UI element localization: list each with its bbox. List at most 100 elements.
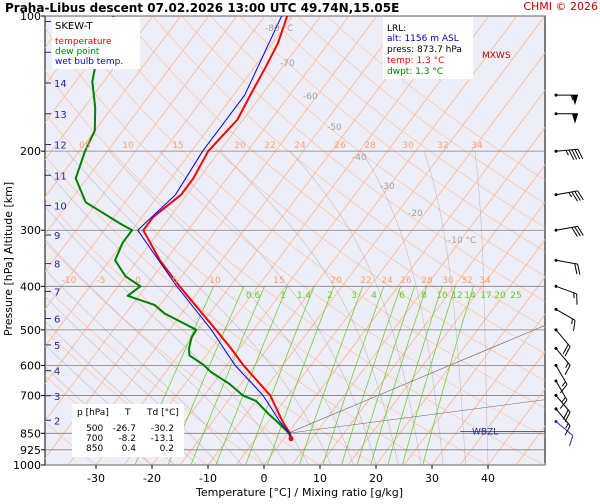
y-tick-label: 925 (20, 444, 41, 457)
isotherm-line (207, 16, 545, 465)
legend-box (52, 17, 140, 69)
legend-wet-bulb: wet bulb temp. (55, 57, 123, 67)
guide-line (287, 399, 545, 434)
dry-adiabat-line (65, 16, 545, 409)
wind-barb-feather (564, 425, 571, 436)
legend-temperature: temperature (55, 37, 112, 47)
wind-barb-dot (554, 328, 558, 332)
x-tick-label: 40 (481, 472, 495, 485)
isotherm-line (572, 16, 600, 465)
wind-barb-staff (555, 259, 578, 265)
x-tick-label: -30 (87, 472, 105, 485)
isotherm-label: 34 (471, 141, 483, 151)
mixing-ratio-label: 14 (464, 291, 476, 301)
wind-barb-half-feather (565, 150, 569, 156)
y-tick-label: 600 (20, 359, 41, 372)
mixing-ratio-label: 25 (510, 291, 521, 301)
dry-adiabat-line (181, 16, 545, 302)
x-axis-title: Temperature [°C] / (195, 486, 298, 499)
isotherm-line (403, 276, 545, 465)
x-axis-title-mixing: Mixing ratio [g/kg] (302, 486, 403, 499)
mixing-ratio-label: 6 (399, 291, 405, 301)
altitude-tick-label: 8 (54, 260, 60, 271)
wind-barb-half-feather (561, 381, 566, 387)
level-table-cell: 500 (86, 424, 103, 434)
series-line-wet-bulb-temp- (137, 16, 292, 439)
isotherm-label: 34 (479, 276, 491, 286)
mixing-ratio-label: 10 (436, 291, 448, 301)
altitude-tick-label: 12 (54, 141, 67, 152)
wind-barb-dot (554, 93, 558, 97)
level-table-header-t: T (124, 408, 131, 418)
isotherm-line (45, 16, 322, 385)
wind-barb-feather (564, 365, 571, 375)
level-table-cell: -26.7 (113, 424, 136, 434)
wind-barb-feather (564, 346, 571, 357)
wbzl-label: WBZL (472, 427, 498, 437)
mixing-ratio-label: 20 (494, 291, 506, 301)
lrl-press: press: 873.7 hPa (387, 45, 462, 55)
x-tick-label: -10 (199, 472, 217, 485)
wind-barb-staff (555, 148, 578, 152)
mixing-ratio-label: 4 (371, 291, 377, 301)
wind-barb (554, 420, 574, 447)
isotherm-line (375, 239, 545, 465)
dry-adiabat-label: -10 °C (448, 236, 476, 246)
isotherm-line (45, 16, 378, 460)
wind-barb-feather (568, 149, 575, 160)
wind-barb-feather (574, 263, 578, 275)
wind-barb-dot (554, 112, 558, 116)
wind-barb (554, 284, 578, 305)
dry-adiabat-line (268, 16, 545, 228)
wind-barb-pennant (572, 113, 578, 124)
lrl-marker (288, 436, 294, 442)
dry-adiabat-label: -80 °C (265, 24, 293, 34)
wind-barb (554, 363, 568, 394)
wind-barb (554, 346, 571, 375)
wind-barb-dot (554, 284, 558, 288)
altitude-tick-label: 6 (54, 315, 60, 326)
isotherm-line (67, 16, 406, 465)
level-table-cell: -30.2 (151, 424, 174, 434)
wind-barb-staff (555, 380, 568, 401)
dry-adiabat-line (239, 16, 545, 252)
y-axis-title: Pressure [hPa] / (2, 250, 15, 336)
isotherm-label: 22 (264, 141, 275, 151)
isotherm-line (319, 164, 545, 465)
wind-barb (554, 328, 571, 357)
isotherm-line (459, 351, 545, 465)
altitude-tick-label: 3 (54, 392, 60, 403)
level-table-cell: 0.2 (160, 444, 174, 454)
isotherm-label: 22 (360, 276, 371, 286)
altitude-tick-label: 9 (54, 231, 60, 242)
altitude-tick-label: 13 (54, 110, 67, 121)
wind-barb-staff (555, 190, 578, 196)
y-tick-label: 200 (20, 145, 41, 158)
wind-barb-feather (574, 149, 581, 160)
isotherm-label: 28 (421, 276, 433, 286)
wind-barb-dot (554, 346, 558, 350)
chart-title: Praha-Libus descent 07.02.2026 13:00 UTC… (5, 1, 399, 15)
y-tick-label: 850 (20, 427, 41, 440)
wind-barb-staff (555, 308, 576, 321)
isotherm-label: 24 (381, 276, 393, 286)
wind-barb-staff (555, 285, 577, 295)
wind-barb-dot (554, 379, 558, 383)
wind-barb-feather (574, 226, 581, 237)
series-line-temperature (142, 16, 292, 439)
wind-barb-feather (576, 293, 578, 305)
isotherm-label: 5 (172, 276, 178, 286)
lrl-box (383, 17, 473, 79)
isotherm-line (123, 16, 462, 465)
x-tick-label: 10 (313, 472, 327, 485)
dry-adiabat-line (152, 16, 545, 328)
wind-barb (554, 225, 584, 237)
legend-dew-point: dew point (55, 47, 100, 57)
y-tick-label: 100 (20, 10, 41, 23)
isotherm-label: 20 (330, 276, 342, 286)
level-table-cell: 850 (86, 444, 103, 454)
wind-barb (554, 407, 571, 436)
mixing-ratio-label: 17 (480, 291, 491, 301)
level-table-cell: -8.2 (118, 434, 136, 444)
isotherm-label: 20 (234, 141, 246, 151)
